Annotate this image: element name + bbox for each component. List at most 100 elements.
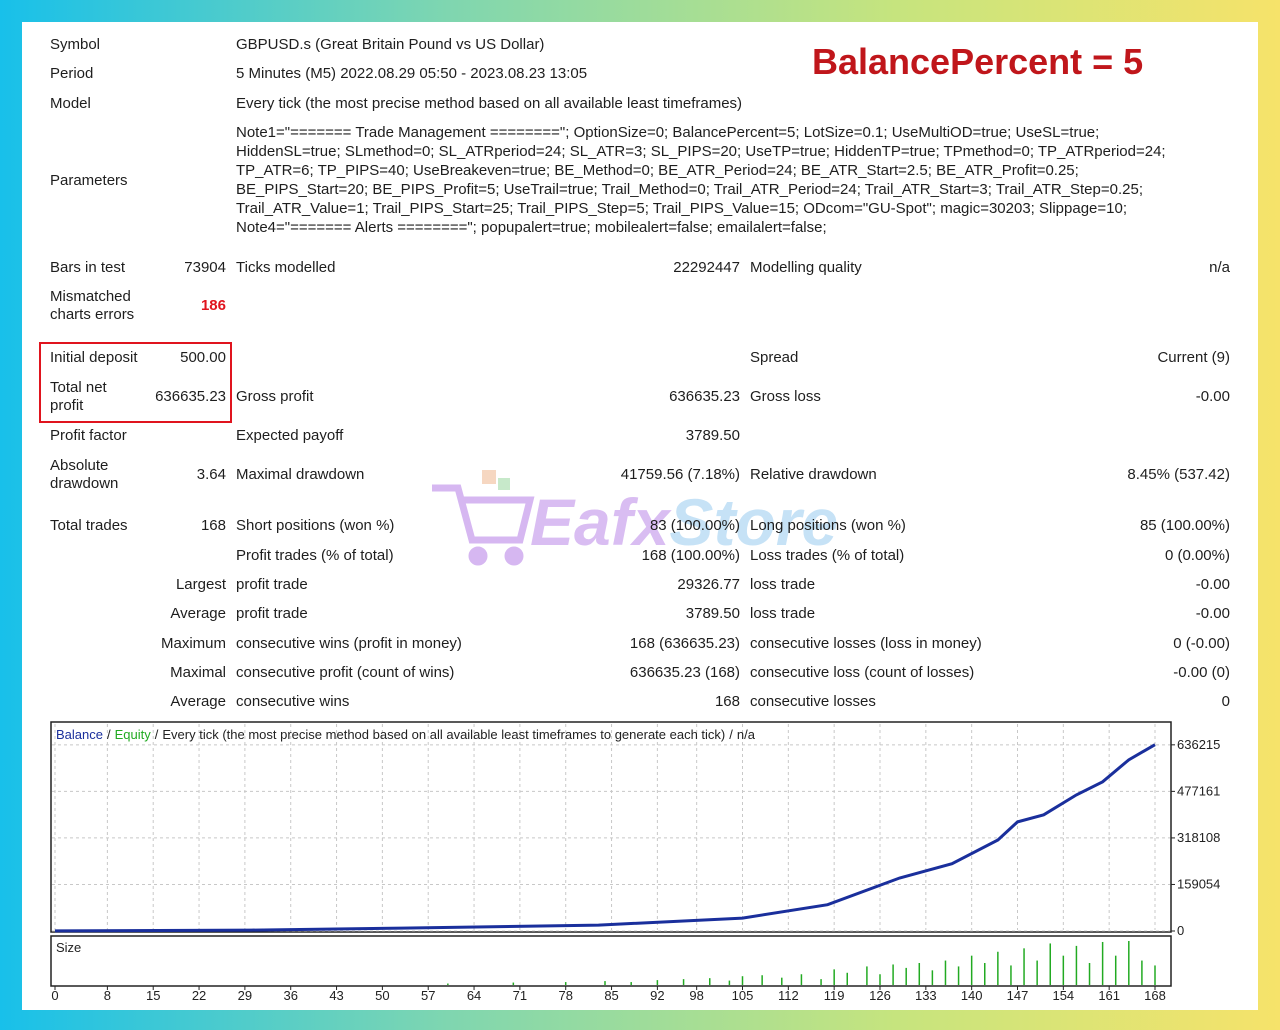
stat-value: n/a [1209,259,1230,276]
stat-value: -0.00 [1195,388,1230,405]
chart-legend: Balance / Equity / Every tick (the most prec… [56,727,755,742]
x-tick-label: 15 [146,988,160,1003]
stat-value: 186 [200,297,226,314]
stat-value: 168 (636635.23) [629,635,740,652]
y-tick-label: 0 [1177,923,1184,938]
stat-value: 3789.50 [685,427,740,444]
x-tick-label: 92 [650,988,664,1003]
stat-label: profit trade [236,605,308,622]
parameter-line: BE_PIPS_Start=20; BE_PIPS_Profit=5; UseT… [236,181,1143,198]
parameter-line: HiddenSL=true; SLmethod=0; SL_ATRperiod=… [236,143,1166,160]
legend-equity: Equity [114,727,151,742]
stat-label: loss trade [750,605,816,622]
stat-value: 22292447 [673,259,740,276]
stat-value: 29326.77 [677,576,740,593]
stat-label: Gross profit [236,388,314,405]
stat-label: Long positions (won %) [750,517,906,534]
stat-label: consecutive wins [236,693,350,710]
x-tick-label: 29 [238,988,252,1003]
stat-label: Relative drawdown [750,466,877,483]
stat-value: 636635.23 [155,388,226,405]
stat-value: 0 [1221,693,1230,710]
stat-value: Current (9) [1157,349,1230,366]
stat-value: Largest [175,576,226,593]
x-tick-label: 140 [961,988,983,1003]
stat-label: profit trade [236,576,308,593]
badge: BalancePercent = 5 [812,41,1144,82]
x-tick-label: 36 [283,988,297,1003]
x-tick-label: 64 [467,988,481,1003]
size-panel [50,935,1172,987]
x-tick-label: 105 [732,988,754,1003]
stat-value: Maximal [170,664,226,681]
watermark: EafxStore [530,485,838,559]
y-tick-label: 477161 [1177,783,1220,798]
stat-value: 41759.56 (7.18%) [620,466,740,483]
legend-note: Every tick (the most precise method base… [162,727,726,742]
stat-label: Initial deposit [50,349,138,366]
x-tick-label: 98 [689,988,703,1003]
x-tick-label: 119 [824,988,845,1003]
x-tick-label: 168 [1144,988,1166,1003]
field-value: GBPUSD.s (Great Britain Pound vs US Doll… [236,36,545,53]
stat-value: 168 [200,517,226,534]
stat-label: Profit factor [50,427,127,444]
stat-value: 8.45% (537.42) [1127,466,1230,483]
y-tick-label: 159054 [1177,876,1220,891]
parameter-line: Trail_ATR_Value=1; Trail_PIPS_Start=25; … [236,200,1128,217]
watermark-suffix: Store [669,485,838,559]
stat-label: Ticks modelled [236,259,336,276]
stat-value: Average [170,605,226,622]
x-tick-label: 71 [513,988,527,1003]
stat-value: 168 (100.00%) [641,547,740,564]
parameter-line: Note4="======= Alerts ========"; popupal… [236,219,827,236]
watermark-cart [432,470,535,566]
stat-label: consecutive losses [750,693,876,710]
stat-value: 3.64 [196,466,226,483]
watermark-brand: Eafx [530,485,672,559]
stat-label: loss trade [750,576,816,593]
x-tick-label: 78 [558,988,572,1003]
stat-label: Total trades [50,517,128,534]
stat-label: Total net profit [50,379,107,414]
stat-label: Absolute drawdown [50,457,119,492]
field-value: 5 Minutes (M5) 2022.08.29 05:50 - 2023.0… [236,65,588,82]
stat-value: 636635.23 [669,388,740,405]
field-label: Symbol [50,36,101,53]
legend-separator: / [154,727,159,742]
stat-value: Maximum [160,635,226,652]
highlight-box [39,342,232,423]
stat-label: Gross loss [750,388,821,405]
stat-value: 0 (0.00%) [1164,547,1230,564]
stat-value: 636635.23 (168) [629,664,740,681]
stat-label: Spread [750,349,799,366]
stat-value: 0 (-0.00) [1173,635,1230,652]
stat-value: 85 (100.00%) [1139,517,1230,534]
field-label: Period [50,65,94,82]
stat-label: consecutive losses (loss in money) [750,635,982,652]
y-tick-label: 636215 [1177,737,1220,752]
x-tick-label: 126 [869,988,891,1003]
legend-balance: Balance [56,727,103,742]
x-tick-label: 8 [104,988,111,1003]
x-tick-label: 57 [421,988,435,1003]
y-tick-label: 318108 [1177,830,1220,845]
stat-label: consecutive profit (count of wins) [236,664,455,681]
parameter-line: Note1="======= Trade Management ========… [236,124,1100,141]
x-tick-label: 50 [375,988,389,1003]
x-tick-label: 154 [1052,988,1074,1003]
stat-value: 83 (100.00%) [649,517,740,534]
field-label: Parameters [50,172,128,189]
stat-value: 3789.50 [685,605,740,622]
stat-label: Maximal drawdown [236,466,365,483]
x-tick-label: 161 [1098,988,1120,1003]
x-tick-label: 112 [778,988,799,1003]
plot-area [50,721,1172,933]
x-tick-label: 22 [192,988,206,1003]
x-tick-label: 133 [915,988,937,1003]
stat-label: Bars in test [50,259,126,276]
stat-value: -0.00 (0) [1173,664,1230,681]
x-tick-label: 43 [329,988,343,1003]
